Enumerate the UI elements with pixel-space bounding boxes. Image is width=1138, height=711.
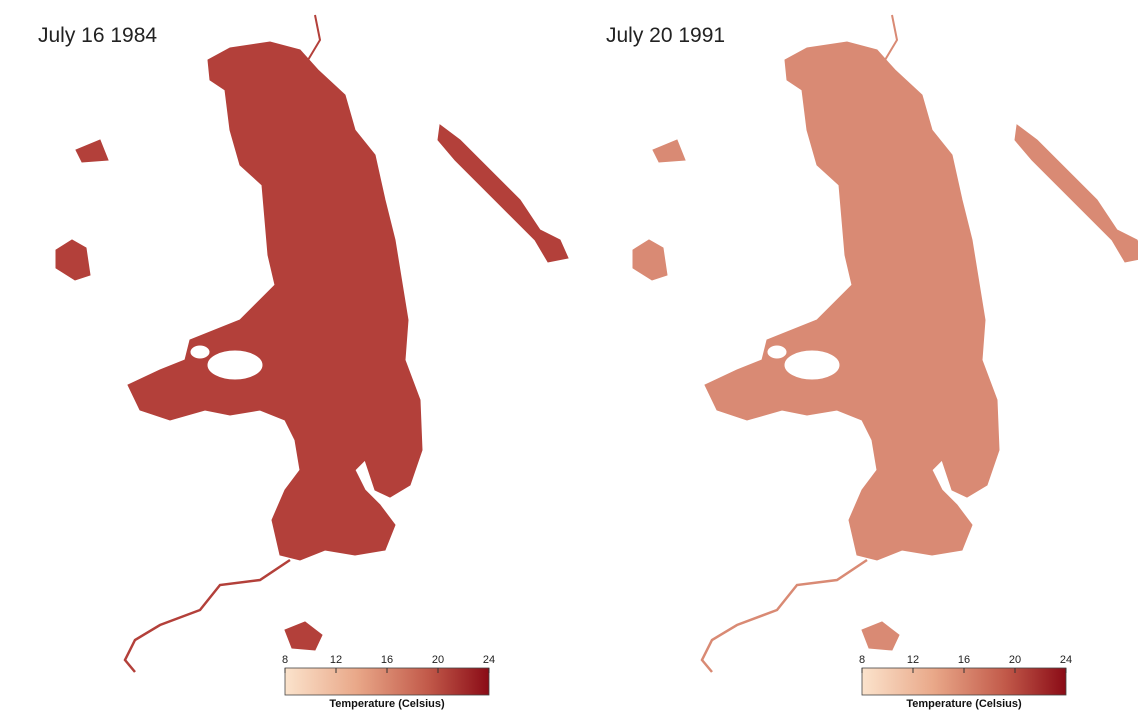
- colorbar-tick-label: 8: [859, 654, 865, 666]
- colorbar-tick-label: 8: [282, 654, 288, 666]
- colorbar-tick-label: 12: [907, 654, 919, 666]
- lake-1991: [631, 13, 1138, 674]
- panel-title: July 20 1991: [606, 24, 725, 47]
- colorbar-tick-label: 24: [483, 654, 495, 666]
- colorbar-label: Temperature (Celsius): [906, 698, 1022, 710]
- lake-1984: [54, 13, 570, 674]
- colorbar-tick-label: 12: [330, 654, 342, 666]
- colorbar-tick-label: 24: [1060, 654, 1072, 666]
- colorbar: [861, 667, 1067, 696]
- colorbar-tick-label: 16: [958, 654, 970, 666]
- colorbar-tick-label: 20: [432, 654, 444, 666]
- panel-title: July 16 1984: [38, 24, 157, 47]
- colorbar-label: Temperature (Celsius): [329, 698, 445, 710]
- colorbar-tick-label: 20: [1009, 654, 1021, 666]
- colorbar-tick-label: 16: [381, 654, 393, 666]
